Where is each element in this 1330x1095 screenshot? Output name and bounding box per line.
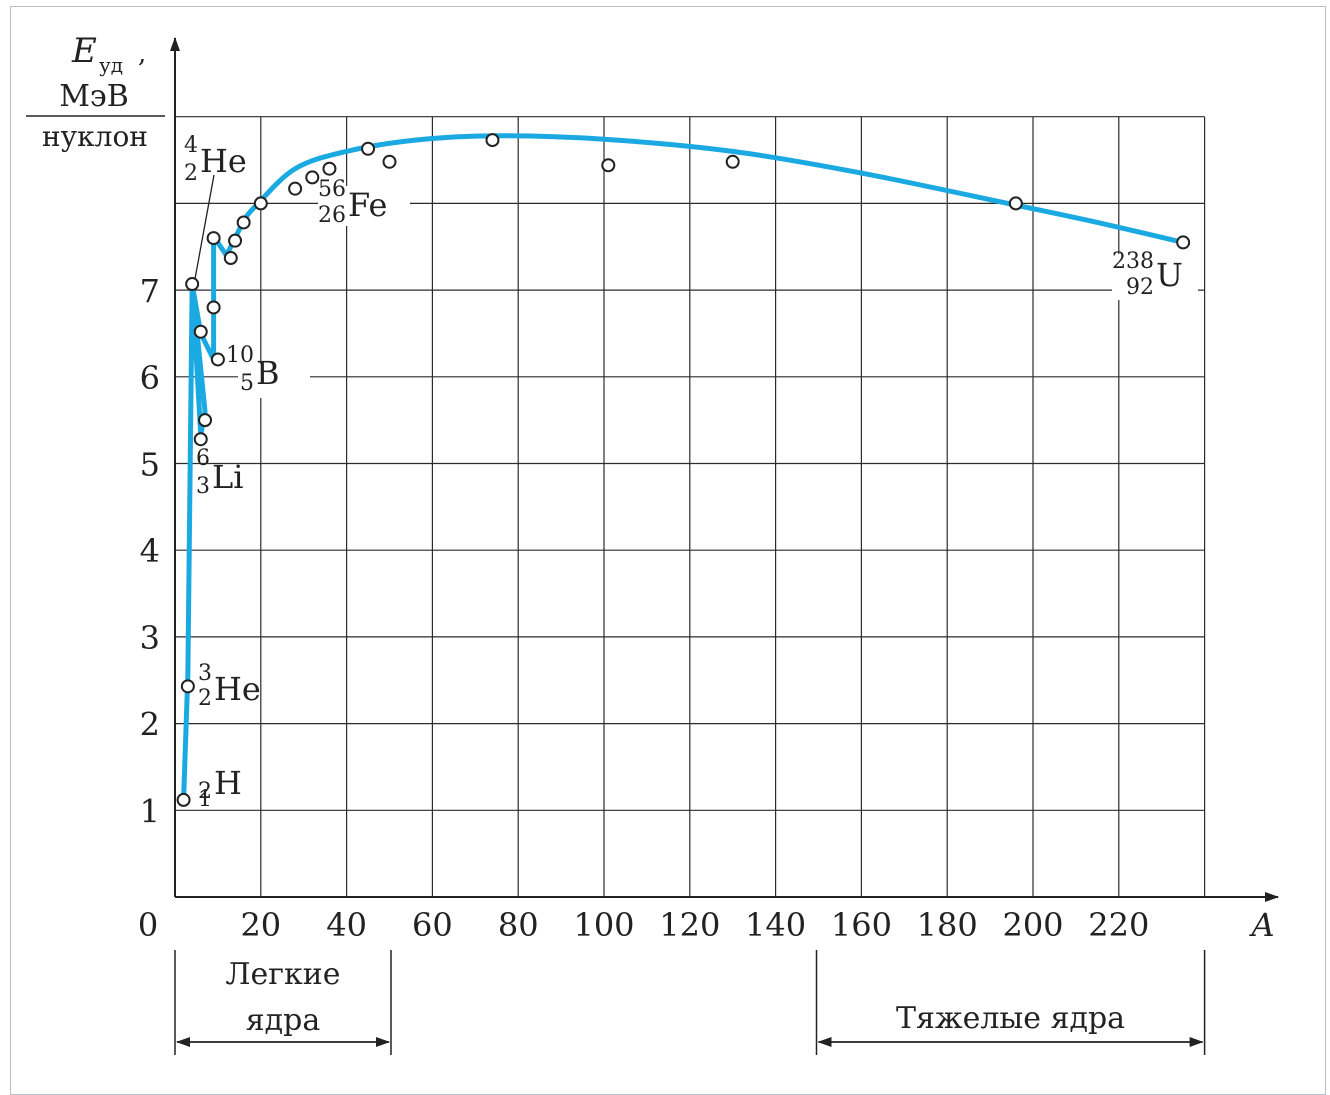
grid [175, 116, 1206, 897]
mass-number: 10 [226, 343, 254, 368]
nuclide-label-b10: 10 5 B [226, 343, 280, 396]
x-tick-label: 220 [1088, 906, 1149, 944]
element-symbol: Fe [348, 186, 387, 224]
element-symbol: He [214, 670, 261, 708]
label-background [318, 186, 410, 226]
element-symbol: B [256, 354, 280, 392]
x-tick-label: 140 [745, 906, 806, 944]
data-point [601, 158, 616, 173]
label-background [1112, 254, 1198, 300]
data-point [223, 251, 238, 266]
y-tick-label: 1 [140, 792, 160, 830]
y-tick-label: 3 [140, 619, 160, 657]
data-point [1176, 235, 1191, 250]
data-point [236, 215, 251, 230]
x-tick-label: 120 [659, 906, 720, 944]
charge-number: 1 [198, 787, 212, 812]
charge-number: 92 [1126, 275, 1154, 300]
nuclide-label-h2: 21 H [198, 764, 242, 812]
y-tick-label: 4 [140, 532, 160, 570]
data-point [305, 170, 320, 185]
element-symbol: U [1156, 256, 1183, 294]
data-point [210, 352, 225, 367]
x-tick-label: 160 [831, 906, 892, 944]
x-tick-label: 200 [1002, 906, 1063, 944]
heavy-nuclei-range: Тяжелые ядра [815, 950, 1206, 1055]
axes [170, 37, 1279, 902]
nuclide-label-li6: 6 3 Li [196, 446, 243, 499]
mass-number: 4 [184, 133, 198, 158]
mass-number: 6 [196, 446, 210, 471]
data-point [206, 300, 221, 315]
light-nuclei-range: Легкие ядра [174, 950, 392, 1055]
ranges-layer: Легкие ядра Тяжелые ядра [174, 950, 1206, 1055]
x-tick-label: 20 [240, 906, 281, 944]
data-point [288, 181, 303, 196]
y-tick-label: 2 [140, 706, 160, 744]
data-point [1008, 196, 1023, 211]
nuclide-label-he3: 32 He [198, 661, 261, 711]
mass-number: 238 [1112, 249, 1154, 274]
charge-number: 3 [196, 474, 210, 499]
data-point [193, 432, 208, 447]
y-axis-unit-denominator: нуклон [42, 120, 148, 153]
x-axis-label: A [1248, 906, 1274, 944]
data-point [725, 154, 740, 169]
y-tick-label: 6 [140, 359, 160, 397]
label-background [238, 364, 310, 398]
mass-number: 3 [198, 661, 212, 686]
y-tick-label: 7 [140, 272, 160, 310]
mass-number: 2 [198, 779, 212, 804]
data-point [228, 233, 243, 248]
nuclide-label-he4: 4 2 He [184, 133, 247, 186]
data-point [180, 679, 195, 694]
x-tick-label: 60 [412, 906, 453, 944]
y-axis-comma: , [138, 39, 146, 69]
y-axis-unit-numerator: МэВ [59, 79, 129, 114]
x-tick-label: 80 [498, 906, 539, 944]
leader-line-he4 [194, 174, 215, 279]
data-point [485, 133, 500, 148]
y-axis-subscript: уд [99, 53, 123, 77]
charge-number: 2 [184, 161, 198, 186]
charge-number: 2 [198, 686, 212, 711]
data-point [193, 324, 208, 339]
x-tick-label: 180 [917, 906, 978, 944]
element-symbol: He [200, 142, 247, 180]
data-point [206, 231, 221, 246]
data-point [382, 154, 397, 169]
range-label-line: Легкие [225, 957, 340, 992]
range-label-line: Тяжелые ядра [896, 1001, 1125, 1036]
data-point [361, 141, 376, 156]
data-point [185, 277, 200, 292]
points-layer [176, 133, 1191, 807]
y-tick-label: 5 [140, 446, 160, 484]
data-point [176, 792, 191, 807]
mass-number: 56 [318, 177, 346, 202]
x-tick-label: 100 [573, 906, 634, 944]
data-point [253, 196, 268, 211]
element-symbol: H [214, 764, 242, 802]
origin-label: 0 [138, 906, 158, 944]
charge-number: 5 [240, 371, 254, 396]
data-point [322, 161, 337, 176]
y-axis-symbol: E [71, 31, 97, 71]
range-label-line: ядра [246, 1003, 321, 1038]
charge-number: 26 [318, 203, 346, 228]
element-symbol: Li [212, 458, 243, 496]
x-tick-label: 40 [326, 906, 367, 944]
data-point [198, 413, 213, 428]
